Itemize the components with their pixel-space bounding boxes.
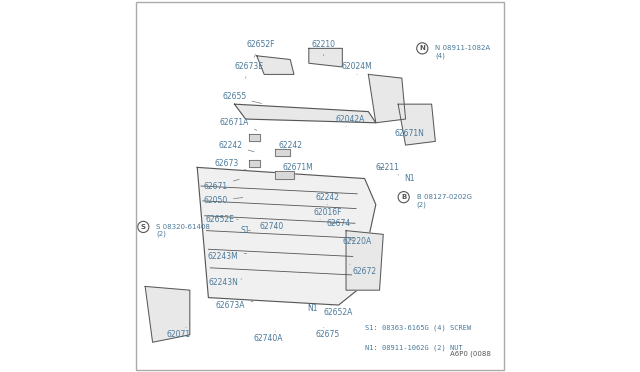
Text: 62673A: 62673A	[216, 301, 253, 310]
Text: 62652F: 62652F	[246, 40, 275, 57]
Text: 62050: 62050	[204, 196, 243, 205]
Text: B: B	[401, 194, 406, 200]
Polygon shape	[309, 48, 342, 67]
Text: N1: 08911-1062G (2) NUT: N1: 08911-1062G (2) NUT	[365, 344, 462, 351]
Text: 62671N: 62671N	[394, 129, 424, 138]
Text: N: N	[419, 45, 425, 51]
Text: 62740: 62740	[259, 222, 284, 231]
Polygon shape	[234, 104, 376, 123]
Text: N1: N1	[307, 304, 318, 313]
Text: N1: N1	[398, 174, 415, 183]
Polygon shape	[145, 286, 190, 342]
Text: 62671A: 62671A	[220, 118, 257, 130]
Text: 62016F: 62016F	[313, 208, 342, 219]
Polygon shape	[197, 167, 376, 305]
Text: 62740A: 62740A	[253, 331, 283, 343]
Polygon shape	[275, 149, 291, 156]
Text: 62671M: 62671M	[282, 163, 313, 175]
Text: S: S	[141, 224, 146, 230]
Text: 62220A: 62220A	[342, 237, 372, 246]
Text: A6P0 (0088: A6P0 (0088	[450, 351, 491, 357]
Text: 62242: 62242	[278, 141, 302, 156]
Text: 62243N: 62243N	[209, 278, 242, 287]
Text: 62042A: 62042A	[335, 115, 364, 126]
Text: 62673: 62673	[215, 159, 246, 170]
Text: S1: S1	[241, 226, 250, 235]
Text: B 08127-0202G
(2): B 08127-0202G (2)	[417, 194, 472, 208]
Text: 62652A: 62652A	[324, 305, 353, 317]
Polygon shape	[346, 231, 383, 290]
Text: 62024M: 62024M	[342, 62, 372, 74]
Text: 62210: 62210	[312, 40, 336, 56]
Polygon shape	[398, 104, 435, 145]
Text: 62211: 62211	[375, 163, 399, 172]
Text: 62674: 62674	[326, 219, 351, 228]
Polygon shape	[250, 134, 260, 141]
Text: 62652E: 62652E	[205, 215, 238, 224]
Text: N 08911-1082A
(4): N 08911-1082A (4)	[435, 45, 490, 59]
Text: 62071: 62071	[166, 327, 191, 339]
Text: 62655: 62655	[222, 92, 262, 103]
Text: 62675: 62675	[316, 327, 340, 339]
Text: S1: 08363-6165G (4) SCREW: S1: 08363-6165G (4) SCREW	[365, 324, 471, 331]
Text: 62242: 62242	[316, 193, 339, 205]
Polygon shape	[275, 171, 294, 179]
Text: 62671: 62671	[204, 179, 239, 190]
Text: 62672: 62672	[349, 264, 377, 276]
Polygon shape	[250, 160, 260, 167]
Text: 62243M: 62243M	[208, 252, 246, 261]
Polygon shape	[257, 56, 294, 74]
Polygon shape	[369, 74, 406, 123]
Text: S 08320-61408
(2): S 08320-61408 (2)	[156, 224, 210, 237]
Text: 62242: 62242	[219, 141, 254, 152]
Text: 62673E: 62673E	[235, 62, 264, 78]
